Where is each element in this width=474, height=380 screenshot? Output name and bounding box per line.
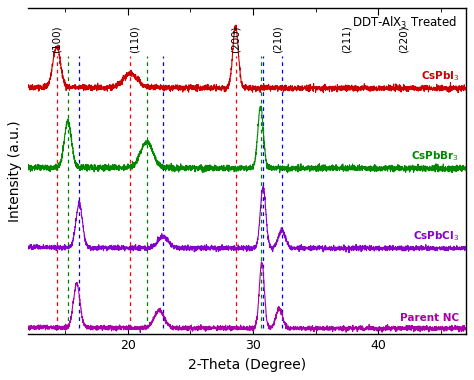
Text: (210): (210) xyxy=(273,25,283,53)
Text: CsPbCl$_3$: CsPbCl$_3$ xyxy=(413,229,459,242)
Text: (110): (110) xyxy=(129,25,139,53)
Text: (200): (200) xyxy=(230,25,240,53)
X-axis label: 2-Theta (Degree): 2-Theta (Degree) xyxy=(188,358,306,372)
Text: DDT-AlX$_3$ Treated: DDT-AlX$_3$ Treated xyxy=(352,15,457,31)
Text: Parent NC: Parent NC xyxy=(400,313,459,323)
Text: (211): (211) xyxy=(342,25,352,53)
Text: (100): (100) xyxy=(52,25,62,53)
Text: CsPbI$_3$: CsPbI$_3$ xyxy=(420,69,459,82)
Text: CsPbBr$_3$: CsPbBr$_3$ xyxy=(411,149,459,163)
Y-axis label: Intensity (a.u.): Intensity (a.u.) xyxy=(9,120,22,222)
Text: (220): (220) xyxy=(398,25,408,53)
